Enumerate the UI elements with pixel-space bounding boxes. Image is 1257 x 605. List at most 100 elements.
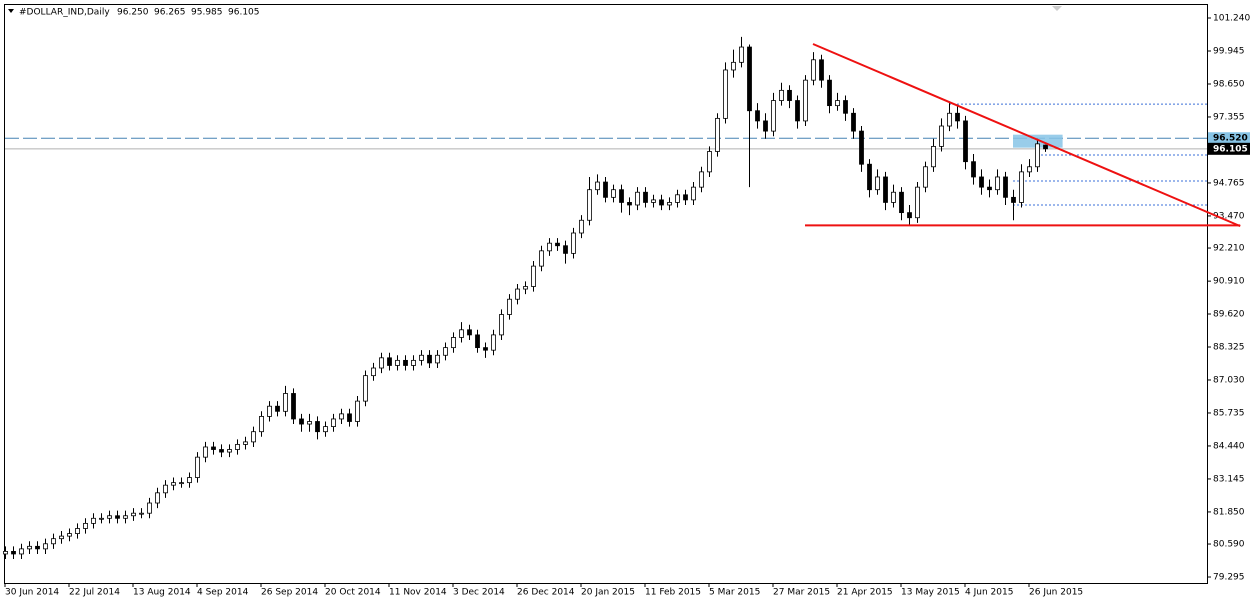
candle-body	[1019, 171, 1024, 203]
candle-body	[539, 250, 544, 267]
candle-body	[915, 186, 920, 219]
x-tick-label: 21 Apr 2015	[837, 588, 893, 598]
candle-body	[763, 120, 768, 132]
candle-body	[803, 79, 808, 122]
plot-frame	[4, 4, 1208, 584]
y-tick-label: 80.590	[1213, 540, 1245, 550]
candle-body	[755, 110, 760, 122]
candle-body	[123, 515, 128, 519]
candle-body	[643, 191, 648, 203]
y-tick-label: 101.240	[1213, 14, 1250, 24]
candle-body	[635, 191, 640, 206]
candle-body	[371, 367, 376, 377]
y-tick-label: 99.945	[1213, 46, 1245, 56]
candle-body	[571, 232, 576, 254]
y-tick-label: 88.325	[1213, 342, 1245, 352]
y-tick-label: 97.355	[1213, 112, 1245, 122]
candle-body	[1027, 166, 1032, 173]
candle-body	[827, 79, 832, 107]
header-value: 96.105	[228, 8, 260, 18]
candle-body	[699, 171, 704, 188]
candle-body	[251, 431, 256, 443]
candle-body	[363, 375, 368, 402]
candle-body	[275, 405, 280, 412]
candle-body	[147, 502, 152, 514]
candle-body	[67, 533, 72, 537]
y-tick-label: 87.030	[1213, 375, 1245, 385]
candle-body	[739, 46, 744, 63]
y-tick-label: 83.145	[1213, 474, 1245, 484]
candle-body	[515, 288, 520, 300]
candle-body	[235, 444, 240, 450]
candle-body	[467, 329, 472, 336]
candle-body	[835, 100, 840, 107]
x-tick-label: 26 Jun 2015	[1029, 588, 1083, 598]
candle-body	[139, 512, 144, 515]
candle-body	[819, 59, 824, 81]
candle-body	[499, 314, 504, 336]
candle-body	[155, 492, 160, 504]
candle-body	[995, 176, 1000, 191]
candle-body	[475, 334, 480, 349]
price-label: 96.520	[1213, 134, 1248, 144]
candle-body	[747, 46, 752, 112]
y-tick-label: 81.850	[1213, 507, 1245, 517]
x-tick-label: 13 May 2015	[901, 588, 960, 598]
candle-body	[11, 551, 16, 555]
candle-body	[547, 242, 552, 252]
candle-body	[259, 416, 264, 433]
candle-body	[715, 117, 720, 152]
candle-body	[315, 421, 320, 433]
candle-body	[307, 421, 312, 425]
candle-body	[395, 359, 400, 366]
candle-body	[459, 329, 464, 338]
candle-body	[691, 186, 696, 201]
y-tick-label: 92.210	[1213, 244, 1245, 254]
x-tick-label: 30 Jun 2014	[5, 588, 59, 598]
x-tick-label: 3 Dec 2014	[453, 588, 505, 598]
candle-body	[171, 482, 176, 486]
candle-body	[403, 359, 408, 366]
candle-body	[651, 199, 656, 203]
shift-marker	[1052, 6, 1062, 11]
candle-body	[787, 89, 792, 101]
price-label-box	[1208, 142, 1250, 155]
candle-body	[83, 522, 88, 529]
y-tick-label: 93.470	[1213, 211, 1245, 221]
candle-body	[859, 130, 864, 165]
y-tick-label: 94.765	[1213, 178, 1245, 188]
candle-body	[891, 191, 896, 203]
symbol-label: #DOLLAR_IND,Daily	[19, 8, 110, 18]
candle-body	[899, 191, 904, 214]
candle-body	[955, 112, 960, 122]
header-value: 95.985	[191, 8, 223, 18]
candle-body	[19, 548, 24, 555]
candle-body	[731, 61, 736, 71]
candle-body	[611, 189, 616, 198]
candle-body	[771, 100, 776, 132]
candle-body	[27, 545, 32, 550]
candle-body	[347, 413, 352, 422]
candle-body	[659, 199, 664, 206]
trend-line	[812, 43, 1241, 228]
candle-body	[683, 194, 688, 201]
candle-body	[435, 354, 440, 364]
candle-body	[243, 441, 248, 445]
candle-body	[75, 528, 80, 534]
candle-body	[939, 125, 944, 147]
x-tick-label: 26 Dec 2014	[517, 588, 575, 598]
candle-body	[931, 145, 936, 168]
candle-body	[131, 512, 136, 517]
x-tick-label: 11 Feb 2015	[645, 588, 701, 598]
candle-body	[115, 515, 120, 519]
menu-arrow[interactable]	[8, 9, 14, 13]
candle-body	[555, 242, 560, 247]
candle-body	[219, 449, 224, 453]
candle-body	[203, 446, 208, 458]
candle-body	[339, 413, 344, 420]
candle-body	[419, 354, 424, 361]
candle-body	[667, 202, 672, 206]
candle-body	[355, 400, 360, 422]
candle-body	[59, 535, 64, 540]
